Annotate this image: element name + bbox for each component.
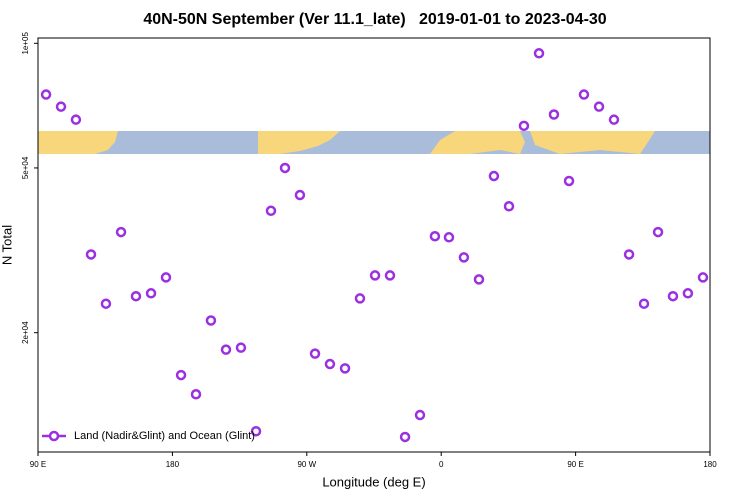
data-point bbox=[608, 114, 620, 125]
data-point bbox=[190, 389, 202, 400]
data-point bbox=[279, 162, 291, 174]
data-point bbox=[682, 288, 694, 299]
map-band bbox=[38, 131, 710, 154]
data-point bbox=[324, 358, 336, 370]
y-axis-label: N Total bbox=[0, 225, 14, 265]
data-point bbox=[220, 344, 232, 355]
data-point bbox=[160, 272, 172, 283]
x-tick-label: 180 bbox=[703, 460, 717, 469]
data-point bbox=[354, 293, 366, 304]
plot-frame bbox=[37, 37, 711, 453]
data-point bbox=[265, 205, 277, 217]
data-point bbox=[503, 201, 515, 212]
legend-label: Land (Nadir&Glint) and Ocean (Glint) bbox=[74, 430, 255, 442]
data-point bbox=[429, 230, 441, 242]
data-point bbox=[548, 109, 560, 120]
data-point bbox=[488, 170, 500, 182]
data-point bbox=[623, 249, 635, 260]
data-point bbox=[70, 114, 82, 125]
data-point bbox=[518, 120, 530, 132]
x-tick-label: 180 bbox=[166, 460, 180, 469]
x-tick-label: 90 E bbox=[567, 460, 583, 469]
data-point bbox=[55, 101, 67, 112]
data-point bbox=[115, 226, 127, 238]
data-point bbox=[235, 342, 247, 353]
data-point bbox=[697, 272, 709, 283]
x-axis-label: Longitude (deg E) bbox=[322, 474, 425, 489]
data-point bbox=[652, 226, 664, 238]
data-point bbox=[578, 89, 590, 100]
y-tick-label: 2e+04 bbox=[21, 321, 30, 344]
data-point bbox=[309, 348, 321, 359]
legend-marker bbox=[48, 430, 60, 442]
data-point bbox=[443, 232, 455, 243]
data-point bbox=[339, 363, 351, 374]
data-point bbox=[205, 315, 217, 326]
x-tick-label: 0 bbox=[439, 460, 444, 469]
chart-title: 40N-50N September (Ver 11.1_late) 2019-0… bbox=[143, 11, 606, 28]
data-point bbox=[384, 270, 396, 281]
data-point bbox=[593, 101, 605, 112]
x-tick-label: 90 E bbox=[30, 460, 46, 469]
data-point bbox=[563, 175, 575, 187]
data-point bbox=[667, 290, 679, 302]
data-point bbox=[100, 298, 112, 309]
data-point bbox=[458, 252, 470, 263]
data-point bbox=[250, 426, 262, 437]
data-point bbox=[130, 290, 142, 302]
data-point bbox=[40, 89, 52, 100]
y-tick-label: 1e+05 bbox=[21, 32, 30, 55]
x-tick-label: 90 W bbox=[297, 460, 316, 469]
y-tick-label: 5e+04 bbox=[21, 156, 30, 179]
data-point bbox=[145, 288, 157, 299]
data-point bbox=[369, 270, 381, 281]
data-point bbox=[399, 431, 411, 443]
data-point bbox=[85, 249, 97, 260]
data-point bbox=[638, 298, 650, 309]
data-point bbox=[473, 274, 485, 285]
data-point bbox=[414, 409, 426, 421]
data-point bbox=[294, 189, 306, 201]
data-point bbox=[175, 369, 187, 381]
data-point bbox=[533, 48, 545, 59]
